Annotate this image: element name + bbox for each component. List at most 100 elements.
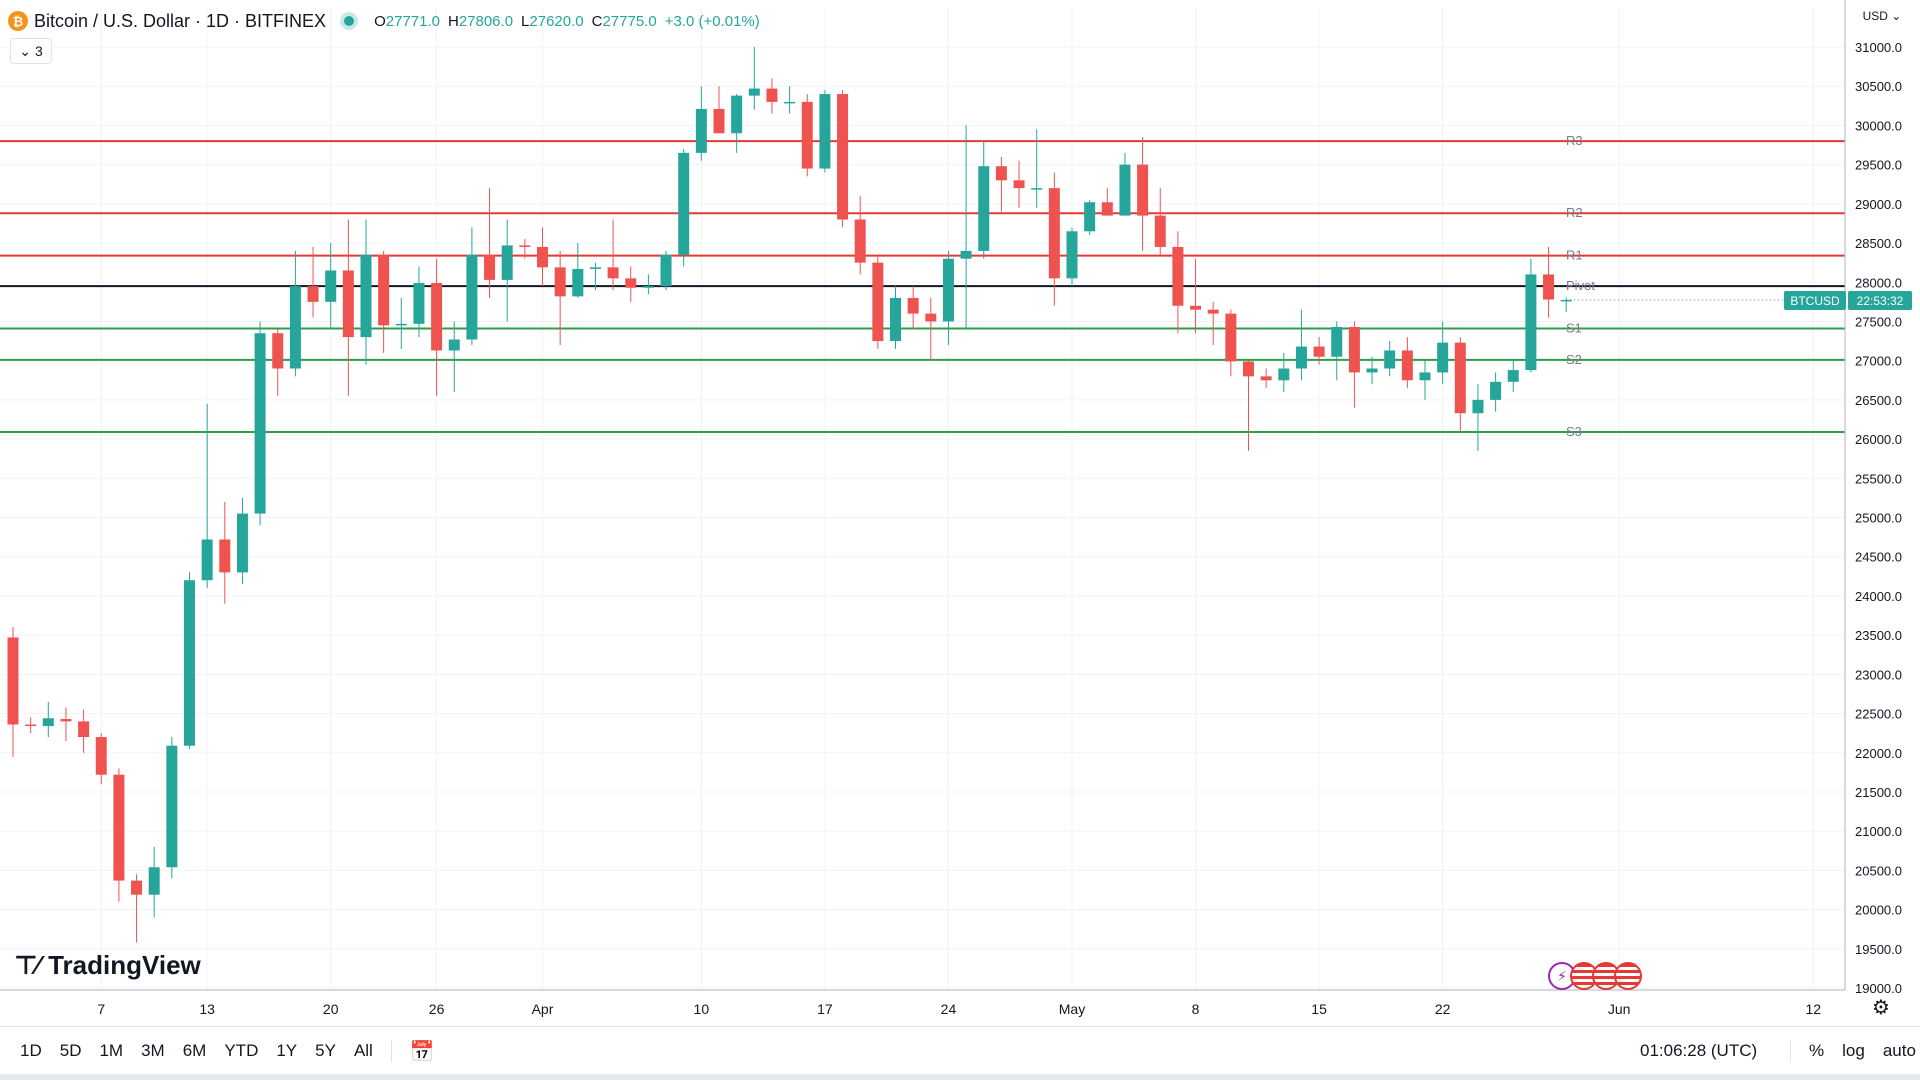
candle-body <box>607 267 619 279</box>
candle-body <box>431 283 443 351</box>
price-tick-label: 29500.0 <box>1855 158 1902 173</box>
candle-body <box>1137 164 1149 216</box>
candle <box>1260 368 1272 389</box>
range-button-1d[interactable]: 1D <box>20 1041 42 1060</box>
bitcoin-logo-icon: ₿ <box>8 11 28 31</box>
candle <box>1048 172 1060 306</box>
currency-button[interactable]: USD ⌄ <box>1862 9 1902 23</box>
calendar-goto-icon[interactable]: 📅 <box>409 1040 435 1063</box>
candle <box>236 497 248 585</box>
range-button-5y[interactable]: 5Y <box>315 1041 336 1060</box>
candle-body <box>1048 188 1060 279</box>
candle <box>1454 337 1466 432</box>
candle-body <box>1295 346 1307 369</box>
price-tick-label: 23000.0 <box>1855 667 1902 682</box>
candle <box>642 274 654 295</box>
candle-body <box>1384 350 1396 369</box>
candle-body <box>1525 274 1537 371</box>
level-label-pivot: Pivot <box>1566 278 1595 293</box>
candle <box>1084 199 1096 236</box>
candle <box>589 262 601 291</box>
candle-body <box>660 254 672 287</box>
price-grid <box>0 8 1845 990</box>
candle-body <box>166 745 178 868</box>
candle <box>360 219 372 365</box>
log-scale-toggle[interactable]: log <box>1842 1041 1865 1060</box>
range-button-3m[interactable]: 3M <box>141 1041 165 1060</box>
candle <box>872 254 884 349</box>
candle-body <box>25 724 37 727</box>
divider <box>390 1040 392 1062</box>
candle-body <box>201 539 213 581</box>
us-flag-icon[interactable] <box>1614 962 1642 990</box>
range-button-all[interactable]: All <box>353 1041 373 1060</box>
percent-scale-toggle[interactable]: % <box>1809 1041 1825 1060</box>
candle <box>1207 301 1219 345</box>
range-button-6m[interactable]: 6M <box>182 1041 207 1060</box>
candle-body <box>466 254 478 340</box>
candle-body <box>1190 305 1202 310</box>
candle <box>660 250 672 291</box>
candle-body <box>60 719 72 722</box>
candle <box>448 321 460 393</box>
candle <box>942 250 954 345</box>
candle <box>1472 384 1484 451</box>
price-tick-label: 30000.0 <box>1855 118 1902 133</box>
time-tick-label: 15 <box>1311 1001 1327 1017</box>
candle-body <box>42 718 54 727</box>
candle-body <box>642 286 654 288</box>
level-label-r3: R3 <box>1566 133 1583 148</box>
range-button-1y[interactable]: 1Y <box>276 1041 298 1060</box>
indicators-toggle-button[interactable]: ⌄ 3 <box>10 38 52 64</box>
time-tick-label: 7 <box>97 1001 105 1017</box>
candle <box>819 90 831 173</box>
candle-body <box>1454 342 1466 414</box>
candle <box>890 286 901 349</box>
candle-body <box>1472 399 1484 414</box>
candle-body <box>1507 370 1519 382</box>
candle <box>501 219 513 322</box>
price-tick-label: 30500.0 <box>1855 79 1902 94</box>
price-tick-label: 20000.0 <box>1855 903 1902 918</box>
price-tick-label: 29000.0 <box>1855 197 1902 212</box>
candle <box>395 297 407 349</box>
candle-body <box>801 101 813 169</box>
candle <box>960 125 972 330</box>
candle <box>484 188 496 298</box>
time-tick-label: 13 <box>199 1001 215 1017</box>
time-tick-label: 17 <box>817 1001 833 1017</box>
range-button-ytd[interactable]: YTD <box>224 1041 259 1060</box>
range-button-1m[interactable]: 1M <box>99 1041 124 1060</box>
candle-body <box>1348 326 1360 373</box>
candle-body <box>395 323 407 326</box>
candles <box>7 47 1845 943</box>
candle-body <box>113 774 125 881</box>
candle <box>1101 188 1113 216</box>
time-axis-bg <box>0 990 1845 1026</box>
scale-controls: % log auto <box>1790 1040 1916 1062</box>
utc-clock[interactable]: 01:06:28 (UTC) <box>1640 1041 1758 1060</box>
candle-body <box>678 152 690 255</box>
candlestick-chart[interactable]: R3 R2 R1 Pivot S1 S2 S3 19000.0 19500.0 20000.0 2… <box>0 0 1920 1026</box>
candle-body <box>872 262 884 342</box>
candle-body <box>1313 346 1325 357</box>
tradingview-logo[interactable]: ⊤⁄ TradingView <box>14 950 201 981</box>
candle <box>607 219 619 291</box>
gear-icon[interactable]: ⚙ <box>1872 996 1890 1019</box>
economic-events[interactable]: ⚡ <box>1548 962 1642 990</box>
range-button-5d[interactable]: 5D <box>59 1041 82 1060</box>
candle-body <box>731 95 743 134</box>
symbol-title[interactable]: Bitcoin / U.S. Dollar · 1D · BITFINEX <box>34 10 327 31</box>
axes: 19000.0 19500.0 20000.0 20500.0 21000.0 21500… <box>0 0 1902 1026</box>
auto-scale-toggle[interactable]: auto <box>1882 1041 1916 1060</box>
level-label-s2: S2 <box>1566 352 1582 367</box>
candle <box>731 94 743 153</box>
time-tick-label: Apr <box>532 1001 554 1017</box>
candle-body <box>325 270 337 302</box>
time-tick-label: 24 <box>941 1001 957 1017</box>
candle-body <box>378 254 390 326</box>
candle <box>1190 258 1202 334</box>
candle-body <box>766 88 778 102</box>
candle <box>1313 337 1325 365</box>
candle-body <box>254 333 266 514</box>
